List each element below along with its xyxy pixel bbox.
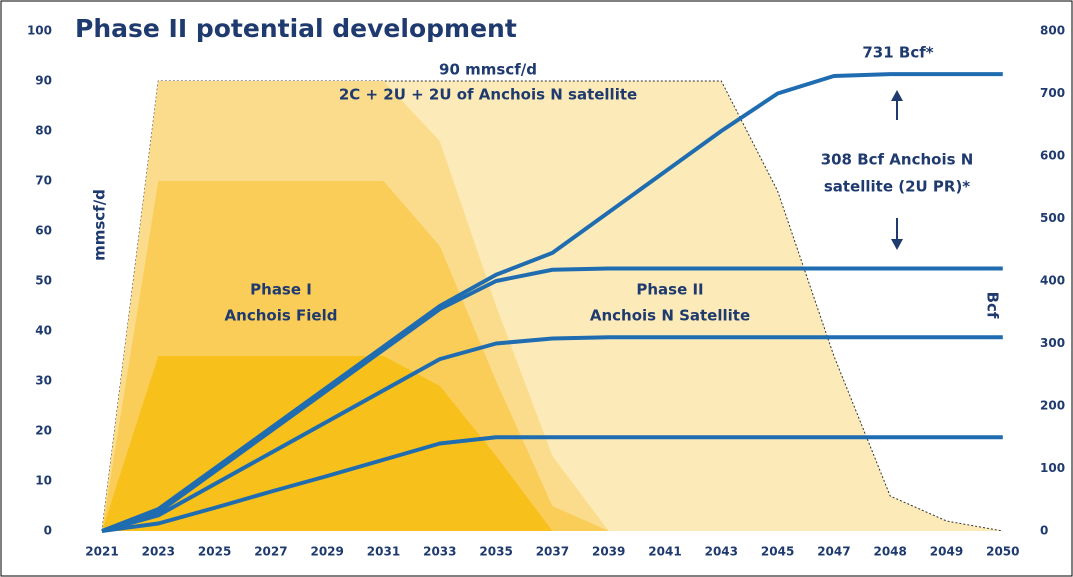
y2-tick-label: 100 — [1040, 461, 1065, 475]
annotation: Phase I — [250, 281, 312, 299]
annotation: 731 Bcf* — [862, 44, 933, 62]
annotation: satellite (2U PR)* — [824, 178, 970, 196]
y-tick-label: 20 — [35, 424, 52, 438]
x-tick-label: 2033 — [423, 545, 456, 559]
annotation: 2C + 2U + 2U of Anchois N satellite — [339, 86, 637, 104]
x-tick-label: 2037 — [536, 545, 569, 559]
y2-tick-label: 200 — [1040, 399, 1065, 413]
y-tick-label: 90 — [35, 74, 52, 88]
x-tick-label: 2031 — [367, 545, 400, 559]
y2-tick-label: 300 — [1040, 336, 1065, 350]
x-tick-label: 2025 — [198, 545, 231, 559]
x-tick-label: 2041 — [648, 545, 681, 559]
x-tick-label: 2050 — [986, 545, 1019, 559]
x-tick-label: 2035 — [479, 545, 512, 559]
y-tick-label: 60 — [35, 224, 52, 238]
y-tick-label: 40 — [35, 324, 52, 338]
y2-tick-label: 700 — [1040, 86, 1065, 100]
annotation: Phase II — [636, 281, 703, 299]
y-tick-label: 30 — [35, 374, 52, 388]
x-tick-label: 2023 — [142, 545, 175, 559]
x-tick-label: 2029 — [310, 545, 343, 559]
y-tick-label: 100 — [27, 24, 52, 38]
y2-tick-label: 500 — [1040, 211, 1065, 225]
line — [101, 335, 1003, 533]
y-tick-label: 70 — [35, 174, 52, 188]
line — [101, 435, 1003, 533]
x-tick-label: 2027 — [254, 545, 287, 559]
area — [102, 356, 1003, 531]
annotation: Anchois N Satellite — [590, 307, 750, 325]
y2-tick-label: 400 — [1040, 274, 1065, 288]
y-tick-label: 10 — [35, 474, 52, 488]
x-tick-label: 2021 — [85, 545, 118, 559]
y2-tick-label: 0 — [1040, 524, 1048, 538]
y-tick-label: 80 — [35, 124, 52, 138]
arrow-up-head — [891, 90, 903, 101]
area-outline — [101, 80, 1003, 532]
annotation: 90 mmscf/d — [439, 61, 537, 79]
x-tick-label: 2045 — [761, 545, 794, 559]
line — [101, 266, 1003, 533]
y-axis-label: mmscf/d — [91, 189, 109, 261]
y2-tick-label: 800 — [1040, 24, 1065, 38]
line — [101, 72, 1003, 533]
annotation: Anchois Field — [225, 307, 338, 325]
y2-tick-label: 600 — [1040, 149, 1065, 163]
annotation: 308 Bcf Anchois N — [821, 151, 974, 169]
x-tick-label: 2043 — [705, 545, 738, 559]
y-tick-label: 0 — [44, 524, 52, 538]
arrow-down-head — [891, 239, 903, 250]
x-tick-label: 2048 — [873, 545, 906, 559]
x-tick-label: 2047 — [817, 545, 850, 559]
y-tick-label: 50 — [35, 274, 52, 288]
y2-axis-label: Bcf — [984, 292, 1002, 319]
x-tick-label: 2039 — [592, 545, 625, 559]
x-tick-label: 2049 — [930, 545, 963, 559]
chart-title: Phase II potential development — [75, 14, 517, 43]
